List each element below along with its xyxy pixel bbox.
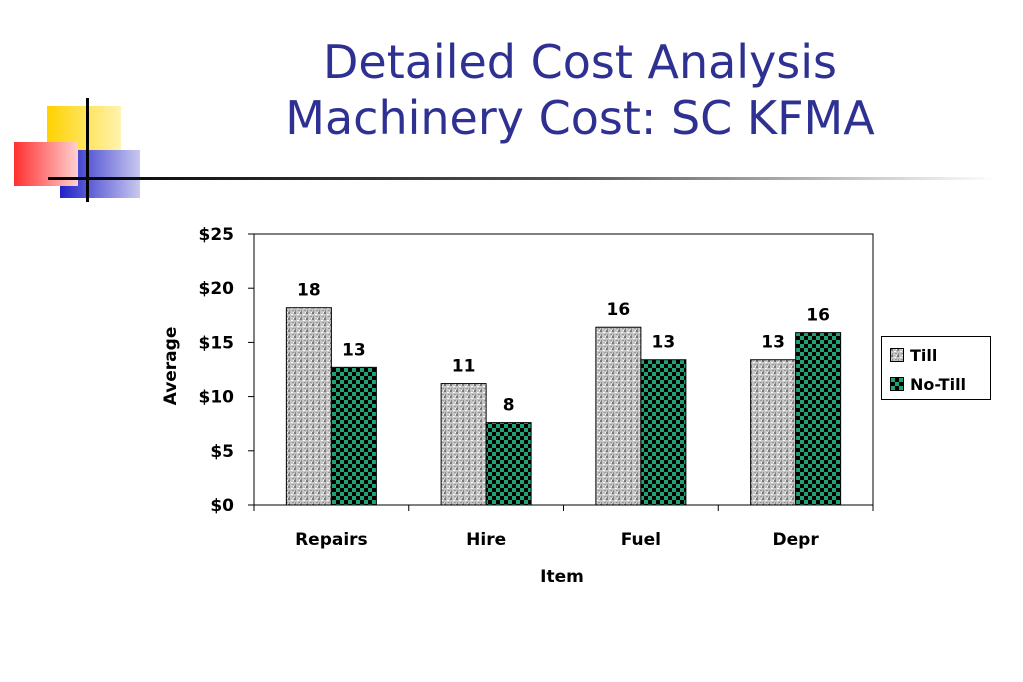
bar-no-till (795, 332, 842, 506)
slide-title: Detailed Cost Analysis Machinery Cost: S… (200, 34, 960, 146)
y-tick-label: $10 (199, 388, 235, 408)
legend-label-no-till: No-Till (910, 374, 967, 394)
title-line-1: Detailed Cost Analysis (322, 35, 838, 89)
bar-label-no-till: 16 (806, 306, 830, 326)
bar-label-till: 16 (607, 300, 631, 320)
legend-swatch-no-till (890, 377, 904, 391)
legend-swatch-till (890, 348, 904, 362)
y-tick-label: $20 (199, 279, 235, 299)
x-tick-label: Hire (466, 530, 506, 550)
y-tick-label: $5 (210, 442, 234, 462)
bar-label-no-till: 13 (652, 333, 676, 353)
bar-value-labels: 18 11 16 13 13 8 13 16 (297, 281, 830, 416)
title-line-2: Machinery Cost: SC KFMA (285, 91, 875, 145)
decor-vertical-line (86, 98, 89, 202)
bar-label-no-till: 13 (342, 340, 366, 360)
y-tick-label: $0 (210, 496, 234, 516)
bar-label-till: 13 (761, 333, 785, 353)
bar-till (285, 307, 332, 506)
x-axis-title: Item (540, 567, 584, 587)
y-tick-label: $15 (199, 333, 235, 353)
bars (285, 307, 842, 506)
bar-label-no-till: 8 (503, 396, 515, 416)
legend-item-till: Till (890, 345, 937, 365)
bar-no-till (485, 422, 532, 506)
legend-item-no-till: No-Till (890, 374, 966, 394)
chart-legend: Till No-Till (881, 336, 991, 400)
x-tick-label: Repairs (295, 530, 368, 550)
x-tick-label: Depr (773, 530, 820, 550)
y-axis: $0 $5 $10 $15 $20 $25 (199, 225, 254, 516)
y-tick-label: $25 (199, 225, 235, 245)
bar-label-till: 18 (297, 281, 321, 301)
y-axis-title: Average (161, 327, 181, 406)
bar-till (440, 383, 487, 506)
x-axis: Repairs Hire Fuel Depr (253, 505, 874, 550)
bar-no-till (640, 359, 687, 506)
legend-label-till: Till (910, 345, 938, 365)
bar-label-till: 11 (452, 357, 476, 377)
x-tick-label: Fuel (621, 530, 661, 550)
title-rule-line (48, 177, 998, 180)
bar-no-till (330, 366, 377, 506)
bar-till (595, 326, 642, 506)
corner-decoration (14, 98, 998, 202)
bar-till (750, 359, 797, 506)
